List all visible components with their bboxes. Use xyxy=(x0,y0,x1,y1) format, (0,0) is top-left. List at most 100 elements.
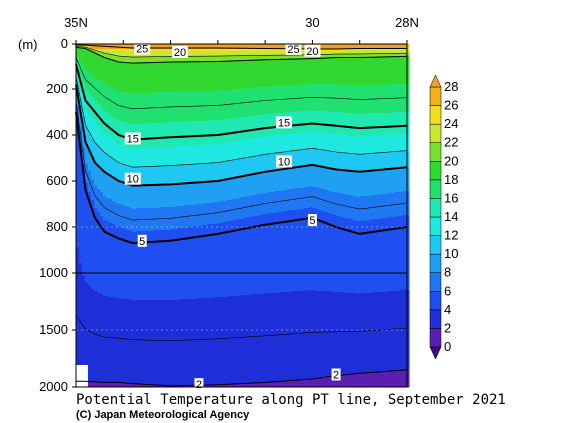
field-cell xyxy=(193,145,197,165)
colorbar-tick-label: 12 xyxy=(444,228,458,243)
field-cell xyxy=(193,205,197,227)
field-cell xyxy=(406,370,410,388)
field-cell xyxy=(370,54,374,58)
field-cell xyxy=(214,144,218,164)
field-cell xyxy=(322,211,326,292)
x-axis-ticks: 35N 30 28N xyxy=(64,15,419,44)
field-cell xyxy=(340,54,344,59)
field-cell xyxy=(403,134,407,152)
field-cell xyxy=(385,85,389,114)
field-cell xyxy=(253,47,257,52)
field-cell xyxy=(352,54,356,59)
field-cell xyxy=(331,151,335,170)
field-cell xyxy=(322,167,326,190)
y-tick-label: 1000 xyxy=(39,265,68,280)
field-cell xyxy=(259,173,263,195)
field-cell xyxy=(271,213,275,294)
field-cell xyxy=(241,295,245,385)
field-cell xyxy=(295,150,299,168)
field-cell xyxy=(316,58,320,85)
field-cell xyxy=(172,62,176,93)
field-cell xyxy=(127,383,131,388)
field-cell xyxy=(94,208,98,292)
field-cell xyxy=(370,113,374,137)
field-cell xyxy=(142,148,146,168)
field-column xyxy=(292,44,296,388)
field-cell xyxy=(142,231,146,301)
field-cell xyxy=(403,290,407,371)
field-cell xyxy=(196,62,200,92)
contour-label: 15 xyxy=(278,117,290,129)
field-cell xyxy=(265,47,269,52)
field-column xyxy=(319,44,323,388)
field-cell xyxy=(121,299,125,384)
field-cell xyxy=(82,276,86,382)
field-cell xyxy=(325,212,329,292)
field-cell xyxy=(367,57,371,86)
field-cell xyxy=(178,165,182,185)
field-cell xyxy=(238,141,242,160)
field-cell xyxy=(376,54,380,58)
field-column xyxy=(265,44,269,388)
field-cell xyxy=(337,375,341,388)
field-cell xyxy=(235,220,239,297)
field-cell xyxy=(196,56,200,63)
field-cell xyxy=(244,176,248,198)
field-cell xyxy=(229,47,233,52)
field-cell xyxy=(250,88,254,117)
colorbar-tick-label: 28 xyxy=(444,79,458,94)
field-cell xyxy=(151,231,155,301)
field-cell xyxy=(106,221,110,297)
field-cell xyxy=(187,146,191,165)
field-cell xyxy=(100,52,104,57)
field-cell xyxy=(391,112,395,136)
field-cell xyxy=(313,290,317,380)
field-cell xyxy=(202,51,206,57)
field-cell xyxy=(208,47,212,52)
field-cell xyxy=(286,55,290,60)
field-cell xyxy=(103,382,107,388)
field-cell xyxy=(112,117,116,141)
field-cell xyxy=(85,45,89,47)
field-column xyxy=(163,44,167,388)
field-cell xyxy=(265,51,269,56)
field-cell xyxy=(244,158,248,177)
field-cell xyxy=(406,44,410,48)
field-cell xyxy=(118,383,122,388)
field-cell xyxy=(202,145,206,165)
field-cell xyxy=(388,53,392,58)
field-column xyxy=(343,44,347,388)
field-cell xyxy=(79,112,83,128)
field-cell xyxy=(391,371,395,388)
field-cell xyxy=(319,111,323,134)
field-cell xyxy=(301,51,305,56)
field-cell xyxy=(148,148,152,167)
field-cell xyxy=(262,51,266,56)
field-cell xyxy=(259,294,263,384)
colorbar-swatch xyxy=(429,253,442,273)
field-cell xyxy=(403,56,407,85)
field-cell xyxy=(364,196,368,222)
field-column xyxy=(301,44,305,388)
contour-label-bg xyxy=(134,42,151,55)
field-cell xyxy=(82,48,86,67)
field-cell xyxy=(184,91,188,123)
field-cell xyxy=(151,93,155,124)
field-cell xyxy=(397,50,401,54)
field-cell xyxy=(259,383,263,388)
field-cell xyxy=(277,212,281,294)
field-cell xyxy=(268,171,272,193)
field-cell xyxy=(289,55,293,60)
field-column xyxy=(364,44,368,388)
field-cell xyxy=(97,51,101,56)
field-cell xyxy=(139,93,143,125)
field-cell xyxy=(94,123,98,144)
field-cell xyxy=(97,382,101,388)
contour-label-bg xyxy=(137,234,147,247)
field-cell xyxy=(133,149,137,168)
field-cell xyxy=(364,114,368,138)
field-cell xyxy=(364,154,368,172)
field-cell xyxy=(397,168,401,193)
field-cell xyxy=(253,294,257,384)
field-cell xyxy=(106,112,110,137)
